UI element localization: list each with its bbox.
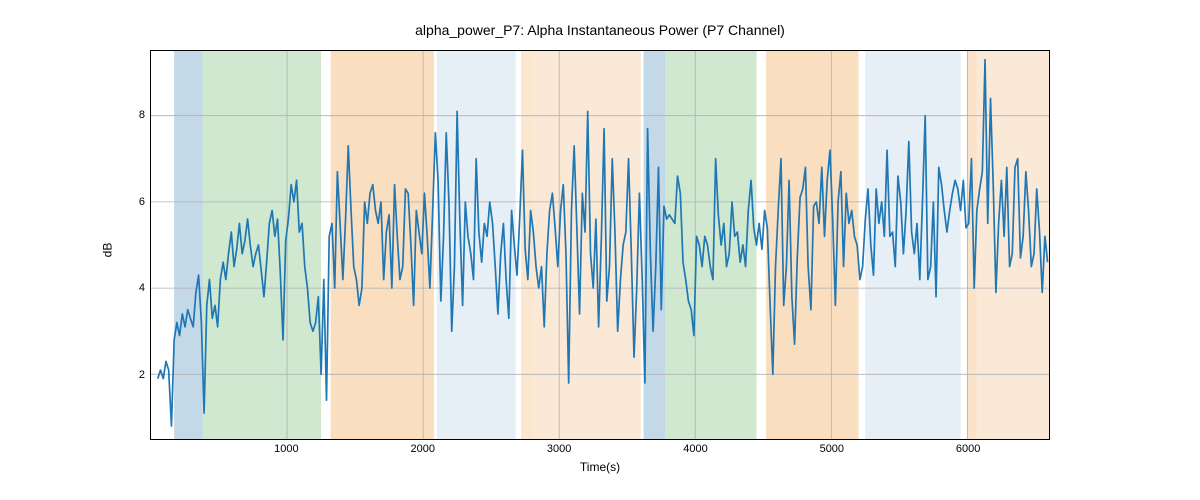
x-axis-label: Time(s)	[150, 460, 1050, 474]
y-tick-label: 6	[139, 196, 145, 208]
x-tick-label: 5000	[820, 443, 844, 455]
chart-title: alpha_power_P7: Alpha Instantaneous Powe…	[0, 22, 1200, 38]
figure: alpha_power_P7: Alpha Instantaneous Powe…	[0, 0, 1200, 500]
background-band	[174, 51, 203, 439]
background-band	[521, 51, 535, 439]
background-band	[535, 51, 641, 439]
plot-svg	[151, 51, 1049, 439]
x-tick-label: 4000	[683, 443, 707, 455]
x-tick-label: 2000	[410, 443, 434, 455]
y-tick-label: 4	[139, 282, 145, 294]
x-tick-label: 3000	[547, 443, 571, 455]
plot-area	[150, 50, 1050, 440]
y-axis-label: dB	[100, 243, 114, 258]
y-tick-label: 2	[139, 369, 145, 381]
x-tick-label: 1000	[274, 443, 298, 455]
y-tick-label: 8	[139, 109, 145, 121]
x-tick-label: 6000	[956, 443, 980, 455]
